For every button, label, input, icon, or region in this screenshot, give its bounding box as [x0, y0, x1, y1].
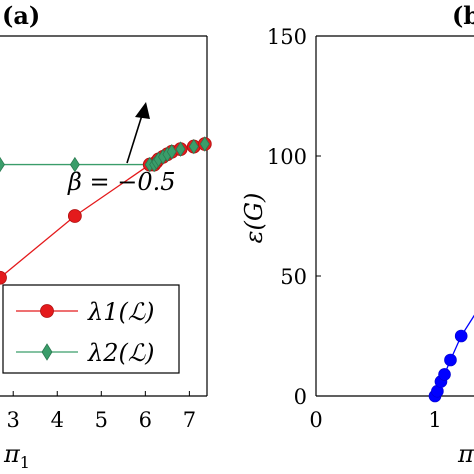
panel-b-x-tick-label: 1: [428, 408, 441, 432]
panel-a-series-2-point: [175, 141, 186, 157]
panel-a-x-axis-label: π1: [3, 440, 30, 472]
beta-annotation-arrow-head: [135, 102, 150, 119]
panel-b-y-tick-label: 50: [280, 265, 307, 289]
panel-b-y-tick-label: 150: [267, 25, 307, 49]
panel-a-label: (a): [2, 1, 40, 30]
panel-a: (a) 3 4 5 6 7 π1 β = −0.5 λ1(ℒ) λ2(ℒ): [0, 1, 212, 472]
panel-a-series-1-point: [0, 270, 7, 285]
panel-a-series-1-point: [67, 209, 82, 223]
beta-annotation-arrow-shaft: [126, 111, 144, 164]
legend-marker-lambda1: [40, 304, 54, 318]
panel-a-x-tick-label: 7: [183, 408, 196, 432]
legend-marker-lambda2: [41, 343, 53, 361]
panel-b-series: [428, 314, 474, 403]
legend-box: [2, 284, 180, 374]
panel-a-series-2-point: [166, 143, 177, 160]
panel-b-series-point: [454, 329, 468, 343]
panel-a-x-ticks: 3 4 5 6 7: [7, 391, 196, 432]
legend-label-lambda1: λ1(ℒ): [87, 298, 155, 326]
panel-b-y-axis-label: ε(G): [240, 193, 268, 244]
panel-a-x-axis-label-base: π: [3, 440, 21, 468]
legend: λ1(ℒ) λ2(ℒ): [2, 284, 180, 374]
panel-a-series-2-point: [0, 156, 5, 173]
panel-a-x-tick-label: 6: [139, 408, 152, 432]
beta-annotation-text: β = −0.5: [67, 168, 176, 196]
panel-a-x-tick-label: 4: [51, 408, 64, 432]
panel-b-y-ticks: 0 50 100 150: [267, 25, 321, 409]
panel-a-x-axis-label-sub: 1: [20, 453, 30, 472]
panel-b-x-axis-label: π: [457, 440, 474, 468]
panel-a-series: [0, 136, 212, 285]
panel-a-x-tick-label: 5: [95, 408, 108, 432]
panel-a-x-tick-label: 3: [7, 408, 20, 432]
panel-b-y-tick-label: 0: [294, 385, 307, 409]
panel-b-label: (b: [452, 1, 474, 30]
panel-b-x-tick-label: 0: [309, 408, 322, 432]
panel-a-series-2-point: [188, 138, 199, 155]
panel-a-series-2-point: [199, 136, 210, 152]
beta-annotation: β = −0.5: [67, 102, 176, 196]
panel-b-series-point: [444, 353, 457, 367]
panel-a-series-2-point: [69, 156, 80, 173]
panel-b-series-point: [438, 368, 451, 381]
legend-label-lambda2: λ2(ℒ): [87, 339, 155, 367]
panel-b-y-tick-label: 100: [267, 145, 307, 169]
